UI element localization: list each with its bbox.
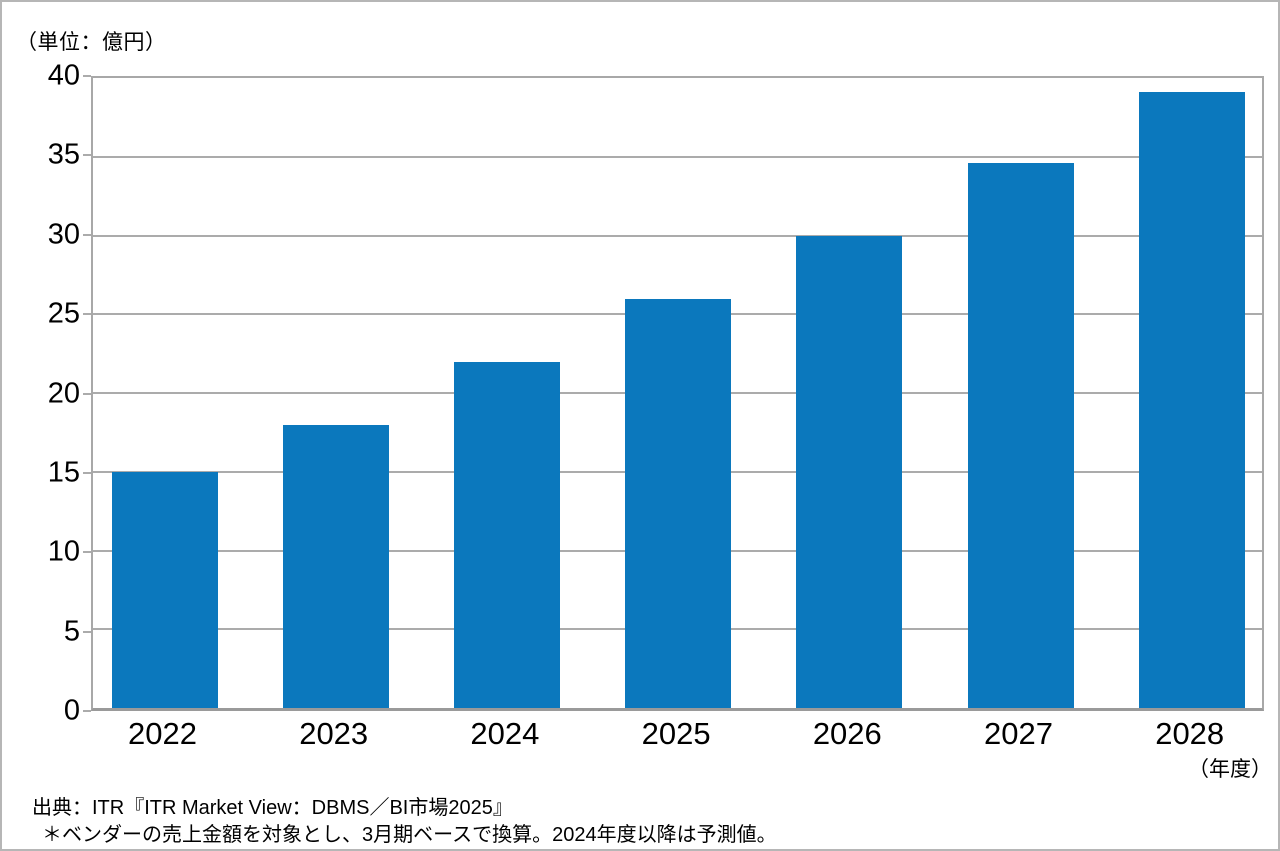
y-tick-label: 5 <box>63 615 80 648</box>
y-tick-label: 0 <box>63 694 80 727</box>
y-tick-mark <box>83 75 91 77</box>
y-tick-label: 15 <box>47 456 80 489</box>
y-tick-mark <box>83 471 91 474</box>
footnote: ＊ベンダーの売上金額を対象とし、3月期ベースで換算。2024年度以降は予測値。 <box>42 824 777 846</box>
y-tick-mark <box>83 630 91 633</box>
x-axis-unit-label: （年度） <box>1188 758 1272 781</box>
y-tick-mark <box>83 551 91 554</box>
bar-2027 <box>967 163 1074 708</box>
x-tick-label: 2027 <box>984 716 1053 751</box>
y-tick-label: 20 <box>47 377 80 409</box>
x-tick-label: 2026 <box>812 716 882 751</box>
y-axis-unit-label: （単位：億円） <box>16 31 167 54</box>
y-tick-mark <box>83 313 91 316</box>
y-axis: 0 5 10 15 20 25 30 35 40 <box>2 60 80 727</box>
x-tick-label: 2025 <box>641 716 711 751</box>
x-tick-label: 2023 <box>299 716 369 751</box>
bar-2022 <box>111 471 218 708</box>
source-citation: 出典：ITR『ITR Market View：DBMS／BI市場2025』 <box>32 797 513 819</box>
plot-area <box>91 76 1264 711</box>
x-tick-label: 2028 <box>1155 716 1225 751</box>
bar-2028 <box>1138 92 1245 708</box>
x-tick-label: 2024 <box>470 716 540 751</box>
y-tick-label: 30 <box>47 218 80 251</box>
bar-2025 <box>625 298 732 708</box>
gridline <box>93 234 1262 237</box>
y-tick-label: 25 <box>47 297 80 330</box>
bar-2024 <box>453 361 560 708</box>
gridline <box>93 155 1262 158</box>
y-tick-label: 40 <box>47 59 80 92</box>
bar-2026 <box>796 235 903 708</box>
y-tick-label: 35 <box>47 138 80 171</box>
y-tick-mark <box>83 710 91 712</box>
bar-2023 <box>282 424 389 708</box>
y-tick-mark <box>83 392 91 395</box>
x-axis: 2022 2023 2024 2025 2026 2027 2028 <box>2 716 1278 756</box>
x-tick-label: 2022 <box>128 716 197 751</box>
y-tick-label: 10 <box>47 535 80 568</box>
y-tick-mark <box>83 154 91 157</box>
y-tick-mark <box>83 233 91 236</box>
